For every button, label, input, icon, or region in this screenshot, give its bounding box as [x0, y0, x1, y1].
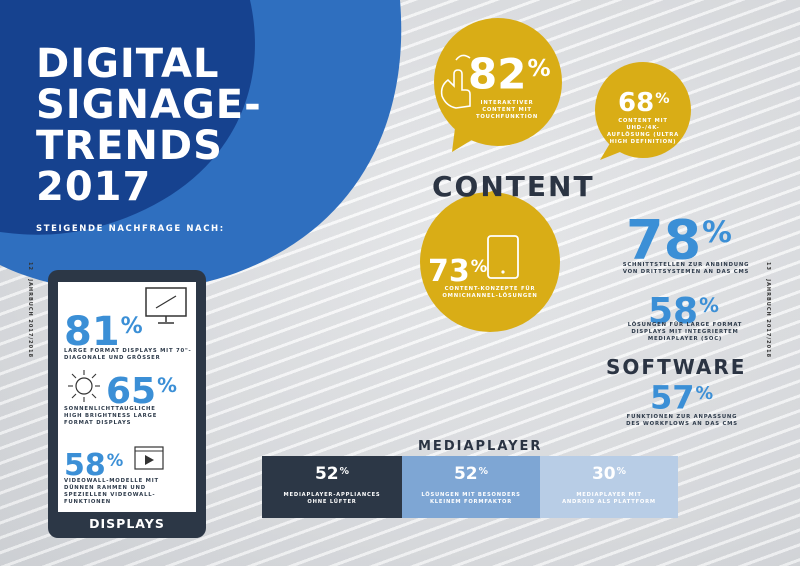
- mediaplayer-text-3: MEDIAPLAYER MIT ANDROID ALS PLATTFORM: [562, 492, 656, 505]
- content-value-1: 82%: [468, 49, 551, 99]
- displays-text-1: LARGE FORMAT DISPLAYS MIT 70"-DIAGONALE …: [64, 348, 192, 361]
- content-heading: CONTENT: [432, 170, 595, 203]
- content-value-2: 68%: [618, 87, 670, 118]
- displays-text-3: VIDEOWALL-MODELLE MIT DÜNNEN RAHMEN UND …: [64, 478, 159, 505]
- software-value-2: 58%: [648, 290, 719, 332]
- content-text-2: CONTENT MIT UHD-/4K-AUFLÖSUNG (ULTRA HIG…: [606, 118, 680, 145]
- touch-hand-icon: [440, 54, 471, 109]
- displays-text-2: SONNENLICHTTAUGLICHE HIGH BRIGHTNESS LAR…: [64, 406, 158, 426]
- software-value-3: 57%: [650, 378, 714, 417]
- bubble-82: [434, 18, 562, 146]
- content-text-3: CONTENT-KONZEPTE FÜR OMNICHANNEL-LÖSUNGE…: [442, 286, 538, 299]
- displays-value-1: 81%: [64, 309, 143, 356]
- mediaplayer-text-1: MEDIAPLAYER-APPLIANCES OHNE LÜFTER: [283, 492, 381, 505]
- software-heading: SOFTWARE: [606, 355, 747, 379]
- software-text-3: FUNKTIONEN ZUR ANPASSUNG DES WORKFLOWS A…: [626, 414, 738, 427]
- mediaplayer-value-1: 52%: [314, 464, 350, 484]
- subtitle: STEIGENDE NACHFRAGE NACH:: [36, 224, 225, 234]
- content-text-1: INTERAKTIVER CONTENT MIT TOUCHFUNKTION: [475, 100, 539, 120]
- tablet-icon: [487, 235, 519, 279]
- side-label-right: 13 JAHRBUCH 2017/2018: [765, 262, 771, 359]
- mediaplayer-text-2: LÖSUNGEN MIT BESONDERS KLEINEM FORMFAKTO…: [421, 492, 521, 505]
- software-text-2: LÖSUNGEN FÜR LARGE FORMAT DISPLAYS MIT I…: [627, 322, 743, 342]
- mediaplayer-heading: MEDIAPLAYER: [418, 439, 543, 454]
- content-value-3: 73%: [428, 254, 488, 290]
- displays-screen: [58, 282, 196, 512]
- video-player-icon: [134, 446, 164, 470]
- software-text-1: SCHNITTSTELLEN ZUR ANBINDUNG VON DRITTSY…: [622, 262, 750, 275]
- mediaplayer-card-2: 52% LÖSUNGEN MIT BESONDERS KLEINEM FORMF…: [402, 456, 540, 518]
- mediaplayer-card-1: 52% MEDIAPLAYER-APPLIANCES OHNE LÜFTER: [262, 456, 402, 518]
- displays-heading: DISPLAYS: [89, 516, 165, 531]
- side-label-left: 12 JAHRBUCH 2017/2018: [27, 262, 33, 359]
- displays-value-2: 65%: [106, 370, 177, 412]
- mediaplayer-card-3: 30% MEDIAPLAYER MIT ANDROID ALS PLATTFOR…: [540, 456, 678, 518]
- sun-icon: [68, 370, 100, 402]
- bubble-68: [595, 62, 691, 158]
- mediaplayer-value-3: 30%: [591, 464, 627, 484]
- bubble-73: [420, 192, 560, 332]
- navy-circle: [0, 0, 255, 235]
- monitor-icon: [145, 287, 187, 324]
- page-title: DIGITAL SIGNAGE- TRENDS 2017: [36, 41, 262, 210]
- software-value-1: 78%: [626, 208, 732, 272]
- mediaplayer-value-2: 52%: [453, 464, 489, 484]
- displays-value-3: 58%: [64, 448, 124, 484]
